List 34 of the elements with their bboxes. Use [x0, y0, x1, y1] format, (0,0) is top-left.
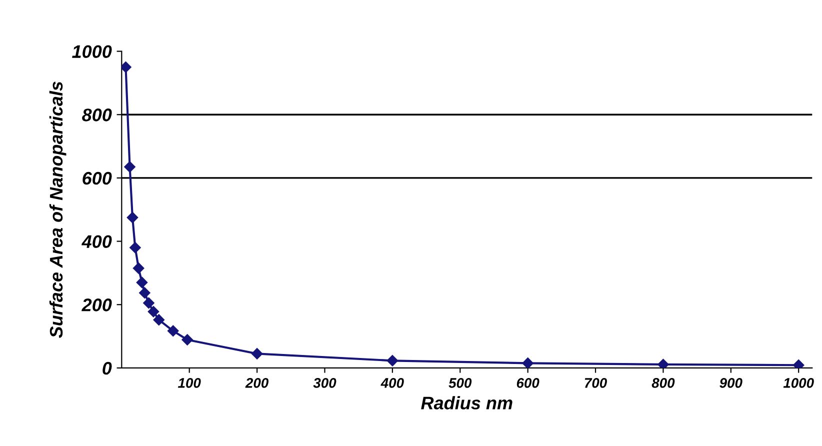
point — [153, 314, 164, 326]
y-tick-label: 600 — [82, 172, 112, 185]
point — [168, 325, 179, 337]
point — [251, 348, 263, 360]
y-tick-label: 0 — [102, 362, 112, 375]
point — [136, 276, 148, 288]
point — [148, 306, 160, 318]
x-tick-label: 600 — [516, 378, 540, 388]
x-tick-label: 900 — [720, 378, 742, 388]
point — [386, 355, 398, 366]
x-axis-title: Radius nm — [421, 396, 512, 410]
point — [130, 242, 141, 254]
x-tick-label: 300 — [313, 378, 336, 388]
x-tick-label: 800 — [652, 378, 675, 388]
x-tick-label: 400 — [380, 378, 404, 388]
point — [143, 297, 154, 309]
x-tick-label: 100 — [178, 378, 201, 388]
y-tick-label: 1000 — [72, 45, 112, 58]
point — [139, 287, 150, 299]
x-tick-label: 700 — [584, 378, 607, 388]
point — [126, 212, 138, 224]
point — [522, 358, 534, 368]
point — [122, 62, 132, 73]
x-tick-label: 500 — [448, 378, 472, 388]
point — [132, 262, 144, 274]
y-axis-title: Surface Area of Nanoparticals — [49, 82, 66, 338]
y-tick-label: 800 — [82, 108, 112, 122]
point — [124, 161, 136, 172]
y-tick-label: 400 — [82, 235, 112, 248]
y-tick-label: 200 — [82, 298, 112, 312]
x-tick-label: 1000 — [783, 378, 814, 388]
point — [182, 334, 193, 346]
x-tick-label: 200 — [245, 378, 268, 388]
point — [658, 358, 669, 368]
